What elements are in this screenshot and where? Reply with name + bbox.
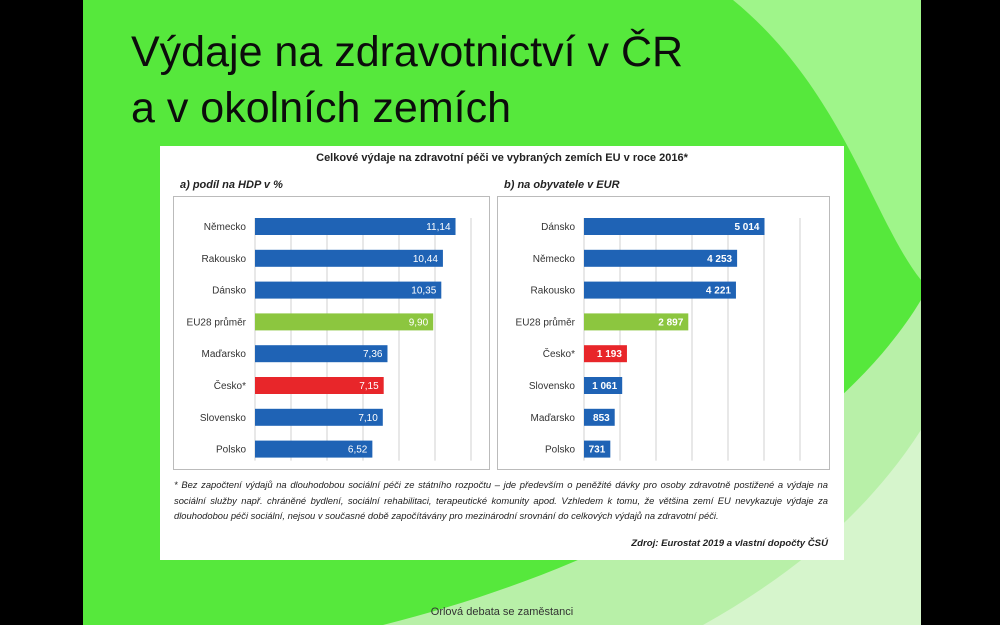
bar <box>255 249 443 267</box>
bar-value-label: 853 <box>593 413 610 424</box>
category-label: Česko* <box>214 379 246 392</box>
slide-title: Výdaje na zdravotnictví v ČR a v okolníc… <box>131 24 683 136</box>
panel-a-title: a) podíl na HDP v % <box>180 179 283 191</box>
figure-title: Celkové výdaje na zdravotní péči ve vybr… <box>316 152 688 164</box>
bar-value-label: 6,52 <box>348 445 368 456</box>
bar <box>584 249 738 267</box>
category-label: Polsko <box>545 445 575 456</box>
category-label: Německo <box>204 222 247 233</box>
category-label: Německo <box>533 254 576 265</box>
category-label: Česko* <box>543 347 575 360</box>
slide-title-line-1: Výdaje na zdravotnictví v ČR <box>131 28 684 76</box>
bar <box>255 281 442 299</box>
bar-value-label: 1 193 <box>597 349 622 360</box>
bar <box>584 345 627 363</box>
category-label: Rakousko <box>202 254 247 265</box>
category-label: EU28 průměr <box>516 316 576 328</box>
bar-value-label: 11,14 <box>426 222 451 233</box>
category-label: Slovensko <box>200 413 247 424</box>
bar <box>584 218 765 235</box>
chart-b-svg: Dánsko 5 014 Německo 4 253 Rakousko 4 221 EU28… <box>516 218 801 461</box>
category-label: Polsko <box>216 445 246 456</box>
figure-footnote: * Bez započtení výdajů na dlouhodobou so… <box>174 479 828 521</box>
bar <box>255 345 388 363</box>
slide: Výdaje na zdravotnictví v ČR a v okolníc… <box>83 0 921 625</box>
bar-value-label: 7,36 <box>363 349 383 360</box>
category-label: Maďarsko <box>202 349 247 360</box>
category-label: Dánsko <box>212 286 246 297</box>
category-label: Slovensko <box>529 381 576 392</box>
slide-title-line-2: a v okolních zemích <box>131 84 512 132</box>
bar <box>255 377 384 394</box>
bar <box>584 313 689 331</box>
category-label: EU28 průměr <box>187 316 247 328</box>
bar-value-label: 7,15 <box>359 381 379 392</box>
bar-value-label: 2 897 <box>658 317 683 328</box>
bar-value-label: 10,35 <box>411 286 436 297</box>
panel-b-frame: Dánsko 5 014 Německo 4 253 Rakousko 4 221 EU28… <box>497 196 830 470</box>
bar-value-label: 1 061 <box>592 381 617 392</box>
bar-value-label: 9,90 <box>409 317 429 328</box>
bar-value-label: 4 221 <box>706 286 731 297</box>
category-label: Maďarsko <box>531 413 576 424</box>
bar-value-label: 10,44 <box>413 254 438 265</box>
bar <box>255 408 383 426</box>
bar-value-label: 731 <box>589 445 606 456</box>
bar-value-label: 5 014 <box>734 222 759 233</box>
bar <box>255 440 373 458</box>
background-swoosh-corner <box>703 430 921 625</box>
bar <box>584 281 736 299</box>
bar <box>255 313 434 331</box>
panel-a-frame: Německo 11,14 Rakousko 10,44 Dánsko 10,35 EU28… <box>173 196 490 470</box>
bar <box>584 440 611 458</box>
background-swoosh-top <box>733 0 921 280</box>
chart-figure: Celkové výdaje na zdravotní péči ve vybr… <box>160 146 844 560</box>
bar-value-label: 7,10 <box>358 413 378 424</box>
bar <box>255 218 456 235</box>
panel-b-title: b) na obyvatele v EUR <box>504 179 620 191</box>
slide-footer: Orlová debata se zaměstanci <box>430 606 574 618</box>
bar <box>584 377 623 394</box>
category-label: Dánsko <box>541 222 575 233</box>
bar-value-label: 4 253 <box>707 254 732 265</box>
bar <box>584 408 615 426</box>
category-label: Rakousko <box>531 286 576 297</box>
figure-source: Zdroj: Eurostat 2019 a vlastní dopočty Č… <box>631 538 828 549</box>
chart-a-svg: Německo 11,14 Rakousko 10,44 Dánsko 10,35 EU28… <box>187 218 472 461</box>
